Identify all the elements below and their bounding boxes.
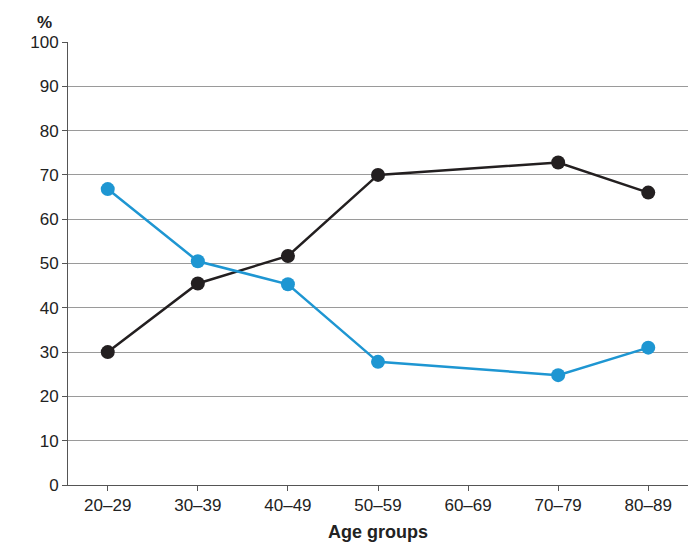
svg-text:%: %	[37, 13, 52, 32]
svg-text:30–39: 30–39	[174, 496, 221, 515]
svg-text:80: 80	[40, 122, 59, 141]
svg-text:50–59: 50–59	[354, 496, 401, 515]
svg-text:20–29: 20–29	[84, 496, 131, 515]
svg-text:60: 60	[40, 210, 59, 229]
svg-text:60–69: 60–69	[444, 496, 491, 515]
svg-text:Age groups: Age groups	[328, 522, 428, 542]
svg-text:0: 0	[49, 476, 58, 495]
svg-text:70–79: 70–79	[535, 496, 582, 515]
svg-text:70: 70	[40, 166, 59, 185]
svg-text:50: 50	[40, 254, 59, 273]
svg-text:80–89: 80–89	[625, 496, 672, 515]
svg-text:100: 100	[30, 33, 58, 52]
svg-text:90: 90	[40, 77, 59, 96]
svg-text:30: 30	[40, 343, 59, 362]
svg-text:40: 40	[40, 299, 59, 318]
svg-text:20: 20	[40, 387, 59, 406]
svg-text:10: 10	[40, 432, 59, 451]
svg-text:40–49: 40–49	[264, 496, 311, 515]
